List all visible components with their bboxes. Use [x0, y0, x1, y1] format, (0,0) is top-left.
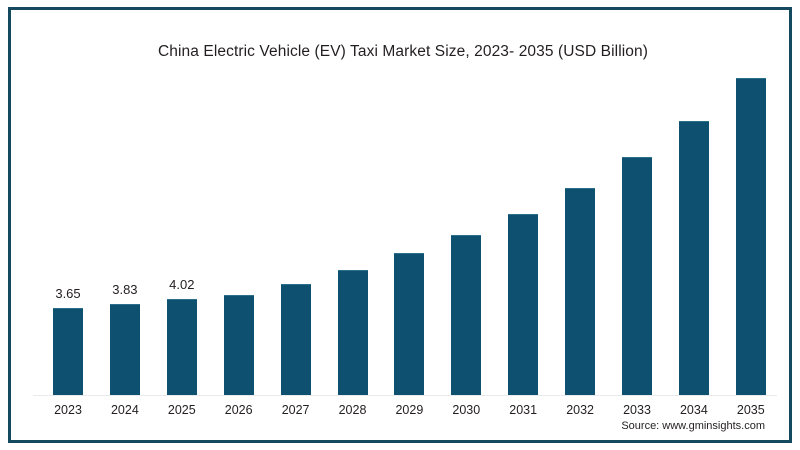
bar-group: 2027 — [280, 10, 311, 446]
bar-group: 2035 — [735, 10, 766, 446]
bar-2031[interactable] — [508, 213, 539, 395]
bar-2033[interactable] — [622, 156, 652, 395]
figure-border: China Electric Vehicle (EV) Taxi Market … — [8, 7, 792, 443]
bar-2035[interactable] — [735, 77, 766, 395]
bar-2026[interactable] — [223, 294, 254, 395]
x-tick-2029: 2029 — [395, 403, 424, 417]
source-caption: Source: www.gminsights.com — [621, 420, 765, 432]
bar-value-label-2023: 3.65 — [55, 285, 81, 301]
x-tick-2030: 2030 — [452, 403, 481, 417]
bar-group: 2031 — [508, 10, 539, 446]
x-tick-2032: 2032 — [566, 403, 594, 417]
bar-2023[interactable] — [53, 307, 83, 395]
bar-group: 2026 — [223, 10, 254, 446]
bar-group: 3.83 2024 — [109, 10, 140, 446]
x-tick-2025: 2025 — [167, 403, 196, 417]
x-tick-2031: 2031 — [509, 403, 538, 417]
x-tick-2024: 2024 — [110, 403, 139, 417]
bar-group: 2033 — [622, 10, 652, 446]
x-tick-2033: 2033 — [623, 403, 651, 417]
bar-value-label-2025: 4.02 — [169, 277, 195, 293]
bar-2027[interactable] — [280, 283, 311, 395]
x-tick-2035: 2035 — [736, 403, 765, 417]
bar-2028[interactable] — [337, 269, 368, 395]
chart-title: China Electric Vehicle (EV) Taxi Market … — [158, 43, 648, 60]
plot-area: 3.65 2023 3.83 2024 4.02 2025 2026 2027 2028 2029… — [11, 10, 795, 446]
bar-group: 2029 — [394, 10, 425, 446]
x-tick-2034: 2034 — [679, 403, 708, 417]
bar-group: 2034 — [678, 10, 709, 446]
x-tick-2027: 2027 — [281, 403, 310, 417]
bar-2032[interactable] — [565, 187, 596, 395]
bar-group: 2028 — [337, 10, 368, 446]
bar-value-label-2024: 3.83 — [112, 281, 138, 297]
bar-2029[interactable] — [394, 253, 425, 395]
bar-2034[interactable] — [678, 120, 709, 395]
bar-group: 2032 — [565, 10, 596, 446]
x-tick-2023: 2023 — [54, 403, 82, 417]
bar-2030[interactable] — [451, 235, 482, 395]
bar-2025[interactable] — [166, 299, 197, 395]
x-tick-2028: 2028 — [338, 403, 367, 417]
bar-group: 4.02 2025 — [166, 10, 197, 446]
x-tick-2026: 2026 — [224, 403, 253, 417]
bar-group: 2030 — [451, 10, 482, 446]
axis-baseline — [33, 395, 777, 396]
bar-2024[interactable] — [109, 303, 140, 395]
bar-group: 3.65 2023 — [53, 10, 83, 446]
